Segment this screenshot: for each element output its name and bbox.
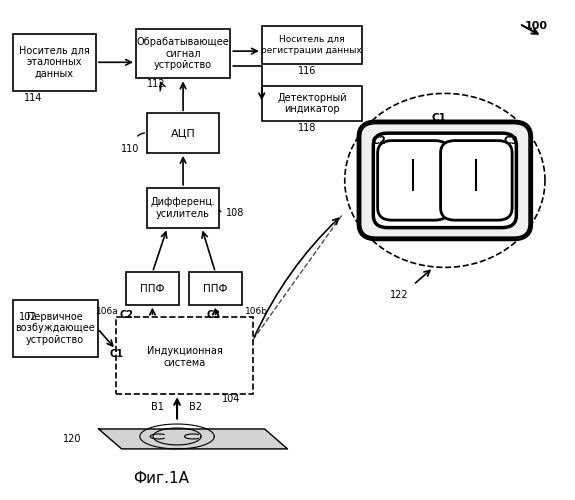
Text: C1: C1 bbox=[432, 113, 447, 123]
FancyBboxPatch shape bbox=[126, 272, 179, 304]
FancyBboxPatch shape bbox=[262, 86, 362, 120]
Text: 120: 120 bbox=[63, 434, 82, 444]
Text: B2: B2 bbox=[189, 402, 202, 411]
FancyBboxPatch shape bbox=[378, 140, 449, 220]
FancyBboxPatch shape bbox=[189, 272, 242, 304]
Text: 118: 118 bbox=[298, 122, 317, 132]
Text: Фиг.1А: Фиг.1А bbox=[133, 471, 190, 486]
Text: 104: 104 bbox=[222, 394, 240, 404]
Text: 102: 102 bbox=[18, 312, 37, 322]
Text: 108: 108 bbox=[227, 208, 244, 218]
Text: ППФ: ППФ bbox=[203, 284, 228, 294]
FancyBboxPatch shape bbox=[373, 133, 516, 228]
Text: ППФ: ППФ bbox=[140, 284, 164, 294]
FancyBboxPatch shape bbox=[116, 317, 253, 394]
Text: Детекторный
индикатор: Детекторный индикатор bbox=[277, 92, 347, 114]
Text: C1: C1 bbox=[109, 350, 123, 360]
Text: 106a: 106a bbox=[96, 307, 118, 316]
Text: C2: C2 bbox=[371, 136, 386, 145]
Text: Носитель для
эталонных
данных: Носитель для эталонных данных bbox=[19, 46, 90, 79]
Text: 114: 114 bbox=[24, 94, 43, 104]
Text: C2: C2 bbox=[119, 310, 133, 320]
FancyBboxPatch shape bbox=[440, 140, 512, 220]
Text: Обрабатывающее
сигнал
устройство: Обрабатывающее сигнал устройство bbox=[137, 37, 229, 70]
Text: B1: B1 bbox=[151, 402, 163, 411]
FancyBboxPatch shape bbox=[13, 300, 98, 357]
FancyBboxPatch shape bbox=[359, 122, 531, 239]
Text: C3: C3 bbox=[206, 310, 220, 320]
Text: 100: 100 bbox=[525, 22, 548, 32]
Text: АЦП: АЦП bbox=[171, 128, 196, 138]
Text: 116: 116 bbox=[298, 66, 317, 76]
FancyBboxPatch shape bbox=[13, 34, 96, 91]
FancyBboxPatch shape bbox=[147, 188, 219, 228]
Text: 122: 122 bbox=[390, 290, 408, 300]
FancyBboxPatch shape bbox=[136, 28, 230, 78]
Text: Первичное
возбуждающее
устройство: Первичное возбуждающее устройство bbox=[16, 312, 95, 345]
Text: Индукционная
система: Индукционная система bbox=[147, 346, 223, 368]
Text: Носитель для
регистрации данных: Носитель для регистрации данных bbox=[262, 35, 362, 54]
Text: 112: 112 bbox=[147, 79, 166, 89]
Polygon shape bbox=[99, 429, 288, 449]
Text: 106b: 106b bbox=[244, 307, 267, 316]
FancyBboxPatch shape bbox=[262, 26, 362, 64]
Text: Дифференц.
усилитель: Дифференц. усилитель bbox=[151, 197, 216, 218]
FancyBboxPatch shape bbox=[147, 114, 219, 153]
Text: C3: C3 bbox=[503, 136, 518, 145]
Text: 110: 110 bbox=[121, 144, 139, 154]
